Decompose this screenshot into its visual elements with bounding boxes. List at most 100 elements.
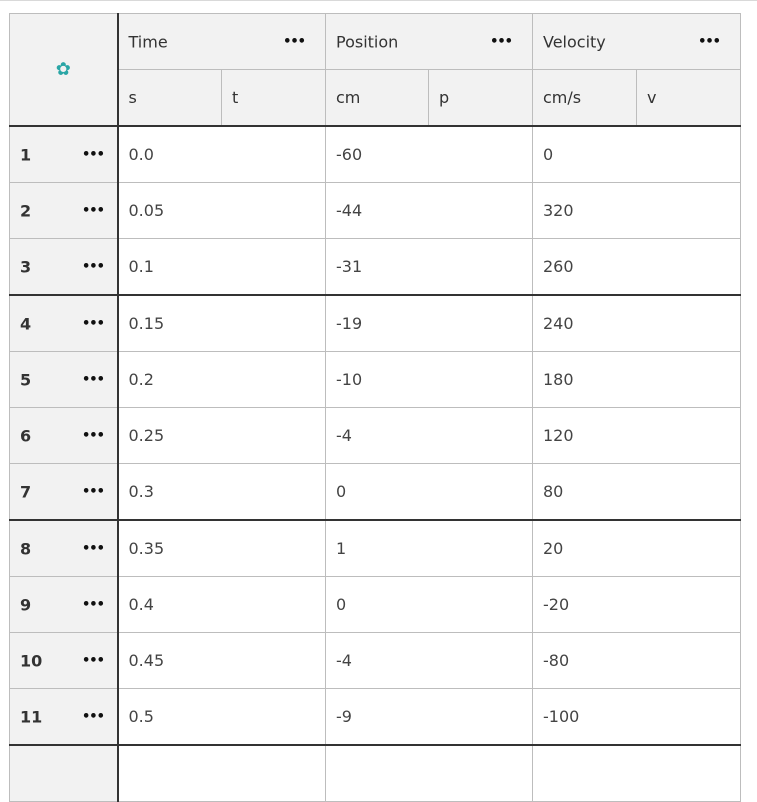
cell-velocity[interactable]: 20 [532, 519, 741, 577]
cell-velocity[interactable]: 0 [532, 125, 741, 183]
row-number: 4 [20, 314, 32, 333]
column-unit-position[interactable]: cm [325, 69, 429, 127]
table-row: 6 ••• 0.25 -4 120 [9, 407, 741, 464]
cell-velocity[interactable]: 80 [532, 463, 741, 521]
row-number: 11 [20, 707, 43, 726]
row-menu-dots-icon[interactable]: ••• [82, 203, 105, 218]
column-header-time[interactable]: Time ••• [117, 13, 326, 70]
cell-time[interactable]: 0.15 [117, 294, 326, 352]
column-menu-dots-icon[interactable]: ••• [283, 34, 306, 49]
cell-position[interactable]: -4 [325, 407, 533, 464]
cell-velocity[interactable]: 180 [532, 351, 741, 408]
cell-time[interactable]: 0.4 [117, 576, 326, 633]
row-number: 1 [20, 145, 32, 164]
table-settings-corner[interactable]: ✿ [9, 13, 119, 127]
column-unit-time[interactable]: s [117, 69, 222, 127]
cell-position[interactable]: 0 [325, 463, 533, 521]
row-menu-dots-icon[interactable]: ••• [82, 484, 105, 499]
cell-time[interactable]: 0.05 [117, 182, 326, 239]
table-row: 2 ••• 0.05 -44 320 [9, 182, 741, 239]
row-header[interactable]: 3 ••• [9, 238, 119, 296]
row-menu-dots-icon[interactable]: ••• [82, 653, 105, 668]
column-name-position: Position [336, 32, 399, 51]
table-row: 7 ••• 0.3 0 80 [9, 463, 741, 521]
cell-time[interactable]: 0.25 [117, 407, 326, 464]
cell-time[interactable]: 0.5 [117, 688, 326, 746]
empty-cell[interactable] [117, 744, 326, 802]
column-var-position[interactable]: p [428, 69, 533, 127]
cell-velocity[interactable]: 260 [532, 238, 741, 296]
table-row: 11 ••• 0.5 -9 -100 [9, 688, 741, 746]
table-row: 10 ••• 0.45 -4 -80 [9, 632, 741, 689]
row-number: 2 [20, 201, 32, 220]
cell-position[interactable]: 0 [325, 576, 533, 633]
row-menu-dots-icon[interactable]: ••• [82, 147, 105, 162]
row-number: 9 [20, 595, 32, 614]
row-menu-dots-icon[interactable]: ••• [82, 259, 105, 274]
cell-velocity[interactable]: 320 [532, 182, 741, 239]
row-menu-dots-icon[interactable]: ••• [82, 316, 105, 331]
cell-time[interactable]: 0.35 [117, 519, 326, 577]
row-header[interactable]: 8 ••• [9, 519, 119, 577]
row-number: 7 [20, 482, 32, 501]
cell-time[interactable]: 0.1 [117, 238, 326, 296]
gear-icon[interactable]: ✿ [55, 59, 71, 80]
row-menu-dots-icon[interactable]: ••• [82, 709, 105, 724]
row-menu-dots-icon[interactable]: ••• [82, 541, 105, 556]
cell-position[interactable]: -10 [325, 351, 533, 408]
row-header[interactable] [9, 744, 119, 802]
table-row: 8 ••• 0.35 1 20 [9, 519, 741, 577]
row-header[interactable]: 5 ••• [9, 351, 119, 408]
row-number: 3 [20, 257, 32, 276]
column-name-velocity: Velocity [543, 32, 606, 51]
table-row-partial [9, 744, 741, 802]
cell-time[interactable]: 0.3 [117, 463, 326, 521]
row-number: 6 [20, 426, 32, 445]
column-menu-dots-icon[interactable]: ••• [698, 34, 721, 49]
row-number: 10 [20, 651, 43, 670]
cell-time[interactable]: 0.0 [117, 125, 326, 183]
column-name-time: Time [128, 32, 168, 51]
row-menu-dots-icon[interactable]: ••• [82, 597, 105, 612]
cell-velocity[interactable]: 240 [532, 294, 741, 352]
row-menu-dots-icon[interactable]: ••• [82, 428, 105, 443]
row-header[interactable]: 2 ••• [9, 182, 119, 239]
row-menu-dots-icon[interactable]: ••• [82, 372, 105, 387]
cell-position[interactable]: -19 [325, 294, 533, 352]
table-row: 1 ••• 0.0 -60 0 [9, 125, 741, 183]
cell-velocity[interactable]: 120 [532, 407, 741, 464]
row-header[interactable]: 10 ••• [9, 632, 119, 689]
column-var-time[interactable]: t [221, 69, 326, 127]
cell-time[interactable]: 0.45 [117, 632, 326, 689]
empty-cell[interactable] [325, 744, 533, 802]
row-header[interactable]: 6 ••• [9, 407, 119, 464]
cell-position[interactable]: 1 [325, 519, 533, 577]
row-header[interactable]: 11 ••• [9, 688, 119, 746]
table-row: 4 ••• 0.15 -19 240 [9, 294, 741, 352]
cell-position[interactable]: -60 [325, 125, 533, 183]
row-header[interactable]: 1 ••• [9, 125, 119, 183]
cell-velocity[interactable]: -100 [532, 688, 741, 746]
data-table: ✿ Time ••• Position ••• Velocity ••• s t… [9, 13, 741, 802]
table-row: 9 ••• 0.4 0 -20 [9, 576, 741, 633]
column-menu-dots-icon[interactable]: ••• [490, 34, 513, 49]
column-unit-velocity[interactable]: cm/s [532, 69, 637, 127]
column-var-velocity[interactable]: v [636, 69, 741, 127]
top-divider [0, 0, 757, 1]
cell-position[interactable]: -31 [325, 238, 533, 296]
cell-position[interactable]: -9 [325, 688, 533, 746]
row-header[interactable]: 9 ••• [9, 576, 119, 633]
table-row: 3 ••• 0.1 -31 260 [9, 238, 741, 296]
row-number: 5 [20, 370, 32, 389]
column-header-velocity[interactable]: Velocity ••• [532, 13, 741, 70]
column-header-position[interactable]: Position ••• [325, 13, 533, 70]
row-header[interactable]: 7 ••• [9, 463, 119, 521]
cell-position[interactable]: -4 [325, 632, 533, 689]
cell-position[interactable]: -44 [325, 182, 533, 239]
cell-velocity[interactable]: -80 [532, 632, 741, 689]
cell-time[interactable]: 0.2 [117, 351, 326, 408]
empty-cell[interactable] [532, 744, 741, 802]
row-number: 8 [20, 539, 32, 558]
row-header[interactable]: 4 ••• [9, 294, 119, 352]
cell-velocity[interactable]: -20 [532, 576, 741, 633]
